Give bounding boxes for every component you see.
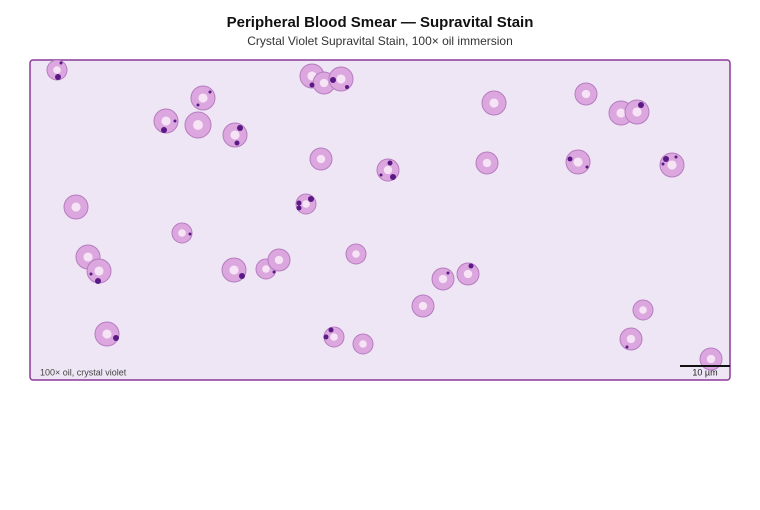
cell-pallor [193, 120, 203, 130]
cell-pallor [336, 74, 346, 84]
inclusion [379, 173, 383, 177]
title: Peripheral Blood Smear — Supravital Stai… [227, 14, 534, 31]
cell-pallor [229, 265, 239, 275]
inclusion [208, 90, 212, 94]
cell-pallor [667, 160, 677, 170]
inclusion [308, 196, 314, 202]
cell-pallor [489, 98, 499, 108]
inclusion [328, 327, 334, 333]
inclusion [272, 270, 276, 274]
inclusion [323, 334, 329, 340]
inclusion [567, 156, 573, 162]
cell-pallor [316, 154, 326, 164]
cell-pallor [639, 306, 647, 314]
inclusion [446, 271, 450, 275]
cell-pallor [438, 274, 448, 284]
inclusion [330, 77, 336, 83]
cell-pallor [161, 116, 171, 126]
cell-pallor [418, 301, 428, 311]
inclusion [59, 61, 63, 65]
inclusion [196, 103, 200, 107]
cells [46, 60, 723, 371]
cell-pallor [482, 158, 492, 168]
cell-pallor [319, 78, 329, 88]
cell-pallor [616, 108, 626, 118]
inclusion [296, 205, 302, 211]
inclusion [674, 155, 678, 159]
cell-pallor [359, 340, 367, 348]
inclusion [173, 119, 177, 123]
inclusion [89, 272, 93, 276]
cell-pallor [94, 266, 104, 276]
inclusion [188, 232, 192, 236]
inclusion [113, 335, 119, 341]
cell-pallor [53, 66, 61, 74]
cell-pallor [632, 107, 642, 117]
inclusion [625, 345, 629, 349]
cell-pallor [178, 229, 186, 237]
cell-pallor [352, 250, 360, 258]
inclusion [161, 127, 167, 133]
cell-pallor [463, 269, 473, 279]
inclusion [468, 263, 474, 269]
cell-pallor [274, 255, 284, 265]
inclusion [663, 156, 669, 162]
cell-pallor [706, 354, 716, 364]
inclusion [585, 165, 589, 169]
scale-bar-label: 10 µm [692, 367, 717, 377]
cell-pallor [230, 130, 240, 140]
panel-caption: 100× oil, crystal violet [40, 367, 127, 377]
inclusion [661, 162, 665, 166]
inclusion [237, 125, 243, 131]
inclusion [638, 102, 644, 108]
cell-pallor [102, 329, 112, 339]
inclusion [296, 200, 302, 206]
smear-panel [29, 59, 731, 381]
cell-pallor [626, 334, 636, 344]
cell-pallor [262, 265, 270, 273]
inclusion [239, 273, 245, 279]
inclusion [387, 160, 393, 166]
inclusion [390, 174, 396, 180]
cell-pallor [581, 89, 591, 99]
cell-pallor [383, 165, 393, 175]
inclusion [55, 74, 61, 80]
cell-pallor [198, 93, 208, 103]
cell-pallor [83, 252, 93, 262]
subtitle: Crystal Violet Supravital Stain, 100× oi… [247, 34, 513, 48]
cell-pallor [71, 202, 81, 212]
inclusion [95, 278, 101, 284]
cell-pallor [573, 157, 583, 167]
cell-pallor [302, 200, 310, 208]
inclusion [345, 85, 349, 89]
cell-pallor [330, 333, 338, 341]
inclusion [234, 140, 240, 146]
inclusion [309, 82, 315, 88]
